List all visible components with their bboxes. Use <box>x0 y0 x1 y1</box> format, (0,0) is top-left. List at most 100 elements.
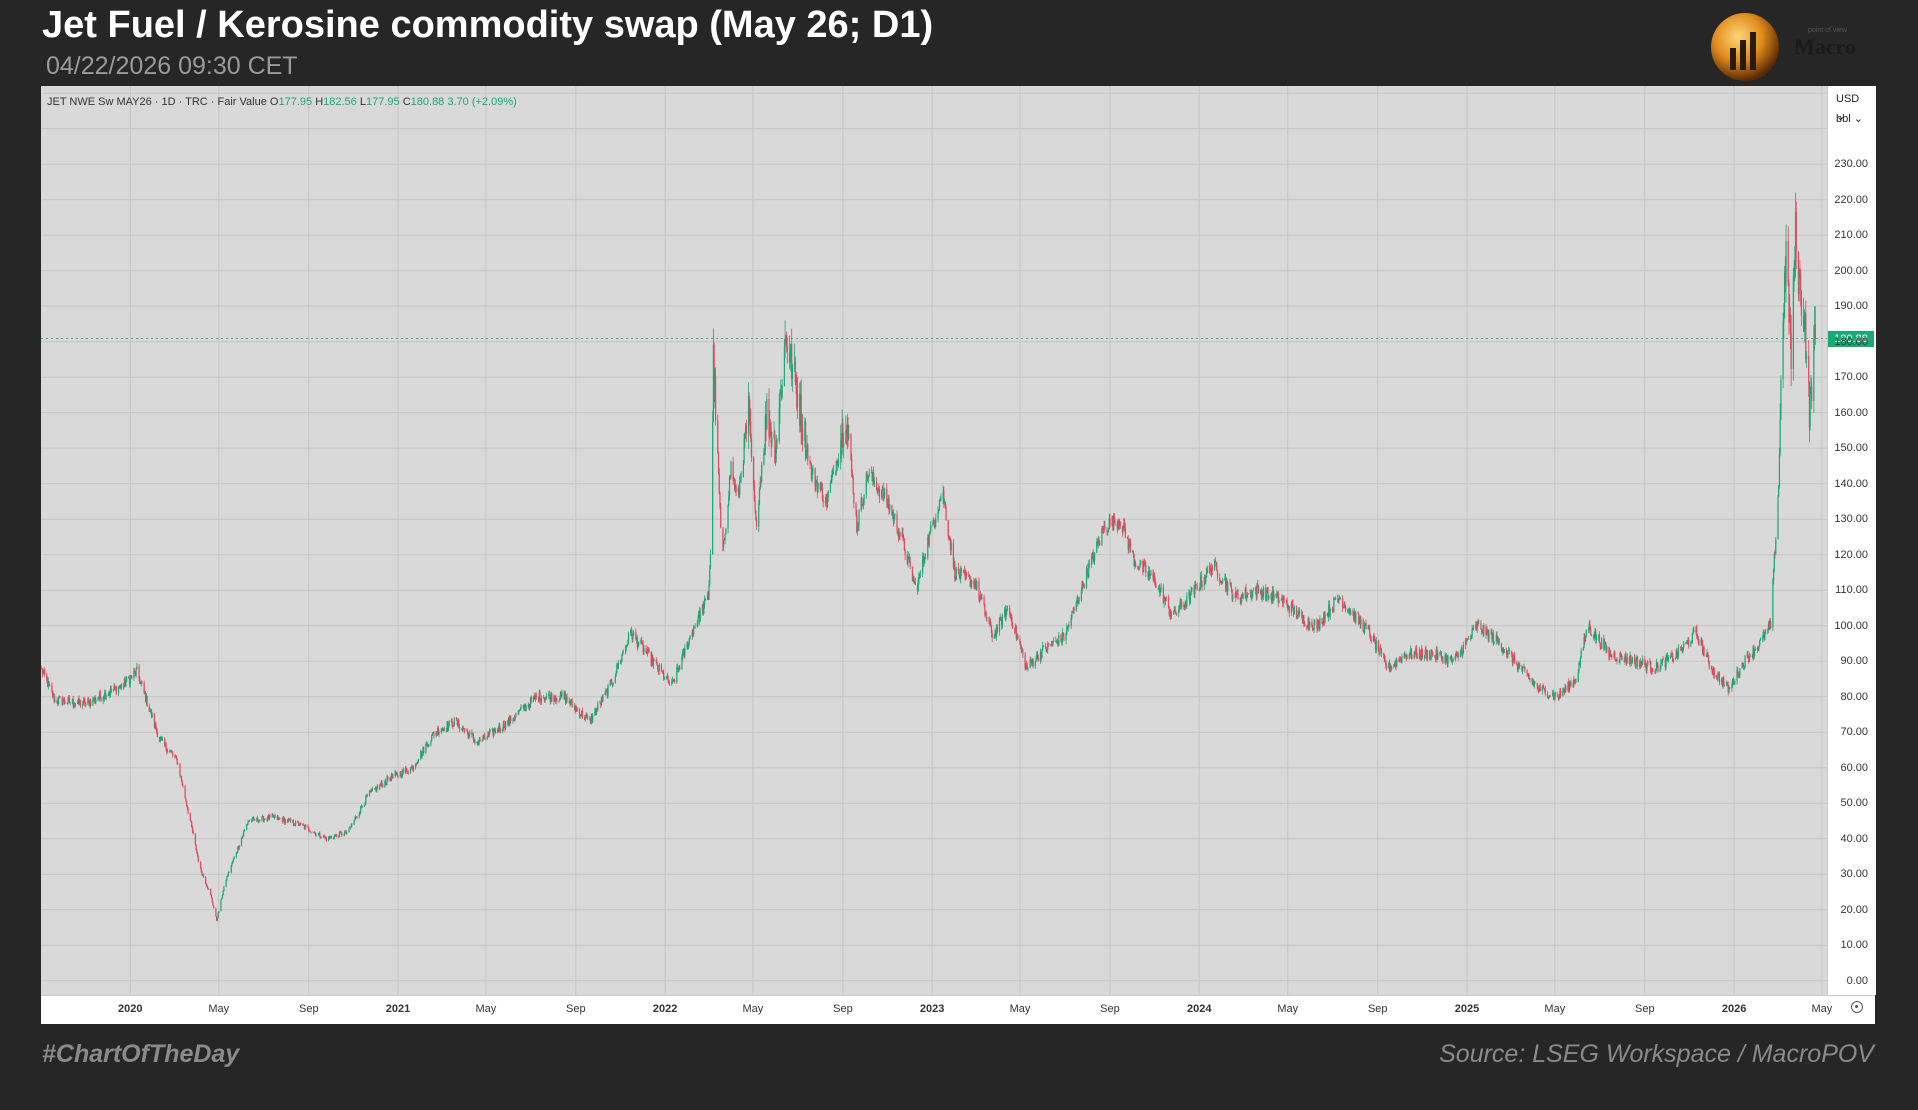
candle-body <box>1429 650 1431 660</box>
candle-body <box>1265 592 1268 601</box>
candle-body <box>899 532 901 537</box>
candle-body <box>975 582 977 589</box>
candle-body <box>1261 592 1263 599</box>
candle-body <box>1169 611 1171 615</box>
candle-body <box>1103 525 1105 529</box>
candle-body <box>668 683 671 685</box>
candle-body <box>1457 653 1459 657</box>
candle-body <box>453 718 455 725</box>
candle-body <box>361 806 363 808</box>
candle-body <box>1053 640 1055 643</box>
candle-body <box>801 428 803 433</box>
time-axis[interactable]: 2020 May Sep 2021 May Sep 2022 May Sep 2023 May Sep… <box>41 995 1875 1024</box>
candle-body <box>809 460 811 464</box>
y-tick-label: 210.00 <box>1834 229 1868 242</box>
candle-body <box>1236 593 1238 595</box>
candle-body <box>1262 592 1264 597</box>
candle-body <box>1107 528 1110 532</box>
candle-body <box>202 874 205 878</box>
candle-body <box>1639 661 1641 668</box>
candle-body <box>640 640 642 644</box>
candle-body <box>405 768 407 770</box>
candle-body <box>1385 666 1388 668</box>
candle-body <box>1256 584 1258 597</box>
candle-body <box>1354 610 1356 623</box>
settings-gear-icon[interactable] <box>1851 1001 1863 1013</box>
candle-body <box>1413 652 1415 659</box>
candle-body <box>194 833 196 845</box>
candle-body <box>1558 696 1560 699</box>
candle-body <box>769 423 772 432</box>
candle-body <box>635 632 637 640</box>
candle-body <box>584 716 586 720</box>
candle-body <box>423 747 425 754</box>
candle-body <box>1404 654 1406 657</box>
candle-body <box>1560 690 1562 697</box>
candle-body <box>1113 515 1115 531</box>
candle-body <box>128 678 131 684</box>
candle-body <box>1293 607 1295 615</box>
candle-body <box>474 739 476 744</box>
candle-body <box>897 532 900 537</box>
candle-body <box>228 872 230 873</box>
candle-body <box>1665 657 1667 668</box>
candle-body <box>406 769 408 772</box>
candle-body <box>446 722 448 731</box>
candle-body <box>1813 324 1816 339</box>
candle-body <box>109 688 112 695</box>
candle-body <box>330 836 333 839</box>
candle-body <box>1286 600 1288 605</box>
candle-body <box>918 573 920 580</box>
candle-body <box>246 823 248 825</box>
candle-body <box>396 772 398 776</box>
candle-body <box>305 825 307 827</box>
candle-body <box>139 682 142 684</box>
candle-body <box>1657 664 1659 672</box>
candle-body <box>581 710 584 718</box>
candle-body <box>79 700 82 706</box>
candle-body <box>1173 611 1175 615</box>
candle-body <box>1707 652 1709 655</box>
candle-body <box>1178 608 1180 614</box>
candle-body <box>1498 639 1500 644</box>
candle-body <box>1051 644 1053 646</box>
candle-body <box>1456 653 1459 656</box>
candle-body <box>1200 575 1203 585</box>
candle-body <box>323 835 325 838</box>
candle-body <box>431 735 433 741</box>
candle-body <box>766 398 768 430</box>
candle-body <box>1075 602 1077 611</box>
candle-body <box>1452 659 1454 661</box>
candle-body <box>1410 648 1412 653</box>
candle-body <box>989 621 991 625</box>
candle-body <box>1516 664 1519 670</box>
currency-selector[interactable]: USD ⌄ <box>1836 93 1860 123</box>
candle-body <box>1050 644 1052 646</box>
unit-selector[interactable]: bbl ⌄ <box>1836 113 1863 125</box>
candle-body <box>785 335 787 339</box>
candle-body <box>1273 593 1275 601</box>
candle-body <box>559 698 561 701</box>
candle-body <box>160 738 162 739</box>
candle-body <box>54 699 56 702</box>
candle-body <box>264 819 266 820</box>
plot-area[interactable]: JET NWE Sw MAY26 · 1D · TRC · Fair Value… <box>41 86 1827 995</box>
candle-body <box>240 838 243 847</box>
candle-body <box>257 821 259 823</box>
candle-body <box>318 832 320 834</box>
candle-body <box>1527 673 1529 675</box>
candle-body <box>117 686 120 694</box>
x-tick-label: Sep <box>833 1003 853 1015</box>
candle-body <box>254 819 256 821</box>
candle-body <box>851 473 854 478</box>
candle-body <box>1707 654 1710 662</box>
candle-body <box>1563 690 1565 693</box>
candle-body <box>575 707 578 710</box>
candle-body <box>723 539 725 541</box>
candle-body <box>1359 617 1361 626</box>
candle-body <box>42 671 44 674</box>
candle-body <box>1631 657 1633 663</box>
price-axis[interactable]: USD ⌄ bbl ⌄ 180.88 0.00 10.00 20.00 30.00 40… <box>1827 86 1876 995</box>
candle-body <box>1593 635 1595 638</box>
candle-body <box>1306 626 1309 628</box>
